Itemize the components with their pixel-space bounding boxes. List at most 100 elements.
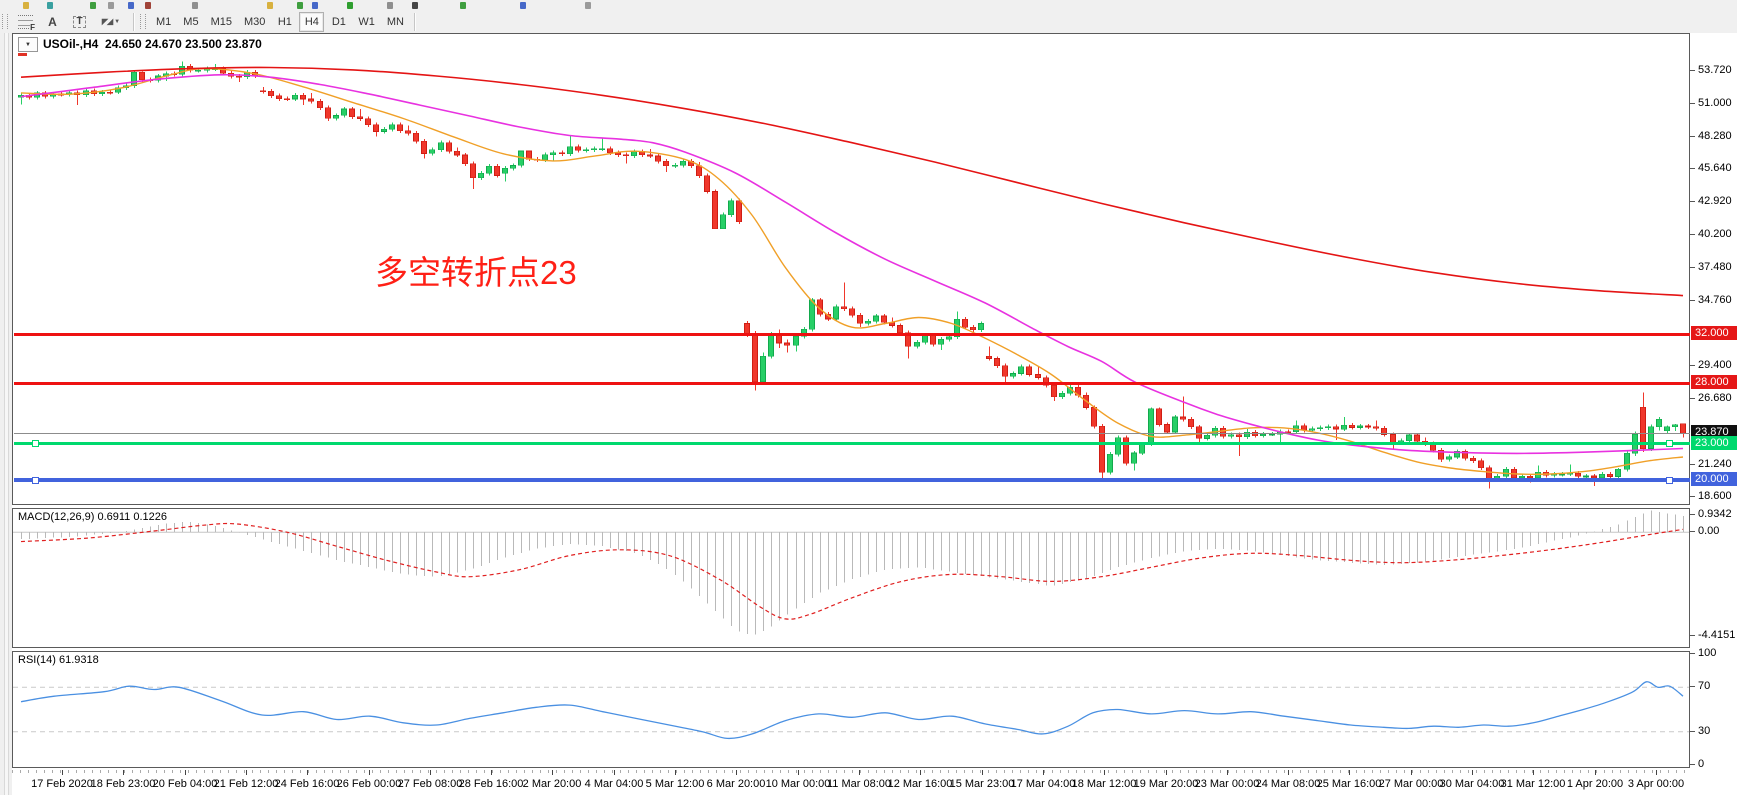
rsi-tick-label: 30 xyxy=(1698,725,1711,737)
rsi-chart xyxy=(13,681,1689,740)
timeframe-button-d1[interactable]: D1 xyxy=(326,12,351,32)
timeframe-button-mn[interactable]: MN xyxy=(382,12,409,32)
price-tick xyxy=(1690,496,1695,497)
macd-tick xyxy=(1690,514,1695,515)
macd-tick-label: 0.00 xyxy=(1698,525,1720,537)
line-handle[interactable] xyxy=(32,440,39,447)
time-tick xyxy=(246,770,247,775)
ma-fast-orange xyxy=(20,67,1684,475)
timeframe-button-m15[interactable]: M15 xyxy=(206,12,237,32)
macd-label: MACD(12,26,9) 0.6911 0.1226 xyxy=(18,511,167,523)
macd-tick-label: 0.9342 xyxy=(1698,508,1732,520)
line-handle[interactable] xyxy=(1666,477,1673,484)
price-tick-label: 51.000 xyxy=(1698,97,1732,109)
resistance-line-32[interactable] xyxy=(14,333,1690,336)
support-line-20[interactable] xyxy=(14,477,1690,484)
chart-annotation-text[interactable]: 多空转折点23 xyxy=(375,254,577,291)
toolbar: F A T ◤◢ ▼ M1 M5 M15 M30 H1 H4 D1 W1 MN xyxy=(0,10,1737,34)
resistance-line-28[interactable] xyxy=(14,382,1690,385)
text-label-tool-button[interactable]: T xyxy=(66,12,93,32)
price-tick xyxy=(1690,267,1695,268)
time-label: 28 Feb 16:00 xyxy=(458,778,524,790)
time-tick xyxy=(736,770,737,775)
fibonacci-icon: F xyxy=(18,14,35,32)
fibonacci-tool-button[interactable]: F xyxy=(12,12,39,32)
time-tick xyxy=(307,770,308,775)
time-label: 24 Feb 16:00 xyxy=(274,778,340,790)
timeframe-button-m5[interactable]: M5 xyxy=(178,12,203,32)
clipped-icon xyxy=(460,2,466,9)
toolbar-grip[interactable] xyxy=(2,14,8,29)
arrows-tool-button[interactable]: ◤◢ ▼ xyxy=(93,12,129,32)
timeframe-toolbar: M1 M5 M15 M30 H1 H4 D1 W1 MN xyxy=(150,11,410,32)
price-tick-label: 42.920 xyxy=(1698,195,1732,207)
clipped-icon xyxy=(267,2,273,9)
line-handle[interactable] xyxy=(32,477,39,484)
time-tick-strip xyxy=(12,770,1690,773)
price-tick-label: 21.240 xyxy=(1698,458,1732,470)
ma-slow-red xyxy=(20,66,1684,297)
time-label: 6 Mar 20:00 xyxy=(706,778,766,790)
time-axis[interactable]: 17 Feb 2020 18 Feb 23:00 20 Feb 04:00 21 Fe… xyxy=(12,770,1690,795)
support-line-23[interactable] xyxy=(14,440,1690,447)
chevron-down-icon: ▼ xyxy=(25,41,31,48)
clipped-icon xyxy=(412,2,418,9)
line-handle[interactable] xyxy=(1666,440,1673,447)
time-label: 2 Mar 20:00 xyxy=(522,778,582,790)
text-tool-button[interactable]: A xyxy=(39,12,66,32)
clipped-icon xyxy=(90,2,96,9)
time-tick xyxy=(491,770,492,775)
timeframe-button-h4[interactable]: H4 xyxy=(299,11,325,32)
time-tick xyxy=(982,770,983,775)
clipped-icon xyxy=(23,2,29,9)
time-label: 31 Mar 12:00 xyxy=(1500,778,1566,790)
time-label: 18 Feb 23:00 xyxy=(90,778,156,790)
macd-tick-label: -4.4151 xyxy=(1698,629,1736,641)
macd-tick xyxy=(1690,531,1695,532)
macd-panel[interactable]: MACD(12,26,9) 0.6911 0.1226 xyxy=(12,508,1690,648)
price-chart-panel[interactable]: 多空转折点23 ▼ USOil-,H4 24.650 24.670 23.500… xyxy=(12,33,1690,505)
bid-price-line[interactable] xyxy=(14,433,1690,434)
time-tick xyxy=(430,770,431,775)
time-tick xyxy=(1533,770,1534,775)
time-tick xyxy=(185,770,186,775)
time-label: 21 Feb 12:00 xyxy=(213,778,279,790)
clipped-icon xyxy=(387,2,393,9)
chevron-down-icon: ▼ xyxy=(114,18,121,25)
chart-title: ▼ USOil-,H4 24.650 24.670 23.500 23.870 xyxy=(18,37,262,56)
time-label: 30 Mar 04:00 xyxy=(1439,778,1505,790)
price-tick xyxy=(1690,464,1695,465)
ohlc-red-marker xyxy=(18,53,27,56)
clipped-icon xyxy=(128,2,134,9)
toolbar-separator xyxy=(133,12,134,31)
toolbar-grip[interactable] xyxy=(140,14,146,29)
price-badge-23-870: 23.870 xyxy=(1691,425,1737,439)
price-badge-32-000: 32.000 xyxy=(1691,326,1737,340)
time-label: 17 Feb 2020 xyxy=(31,778,93,790)
time-tick xyxy=(1656,770,1657,775)
time-tick xyxy=(62,770,63,775)
timeframe-button-m30[interactable]: M30 xyxy=(239,12,270,32)
rsi-panel[interactable]: RSI(14) 61.9318 xyxy=(12,651,1690,768)
rsi-tick xyxy=(1690,764,1695,765)
rsi-tick-label: 70 xyxy=(1698,680,1711,692)
text-label-icon: T xyxy=(73,15,86,28)
price-tick xyxy=(1690,201,1695,202)
time-label: 26 Feb 00:00 xyxy=(336,778,402,790)
timeframe-button-h1[interactable]: H1 xyxy=(272,12,297,32)
time-label: 18 Mar 12:00 xyxy=(1071,778,1137,790)
time-label: 27 Feb 08:00 xyxy=(397,778,463,790)
time-tick xyxy=(369,770,370,775)
timeframe-button-m1[interactable]: M1 xyxy=(151,12,176,32)
clipped-icon xyxy=(297,2,303,9)
timeframe-button-w1[interactable]: W1 xyxy=(353,12,380,32)
price-axis[interactable]: 53.720 51.000 48.280 45.640 42.920 40.200 37.4… xyxy=(1690,33,1737,795)
time-tick xyxy=(798,770,799,775)
time-tick xyxy=(1227,770,1228,775)
price-badge-23-000: 23.000 xyxy=(1691,436,1737,450)
symbol-dropdown-button[interactable]: ▼ xyxy=(18,37,38,56)
price-tick xyxy=(1690,300,1695,301)
candlestick-chart[interactable] xyxy=(13,34,1689,504)
rsi-tick xyxy=(1690,731,1695,732)
price-tick xyxy=(1690,398,1695,399)
